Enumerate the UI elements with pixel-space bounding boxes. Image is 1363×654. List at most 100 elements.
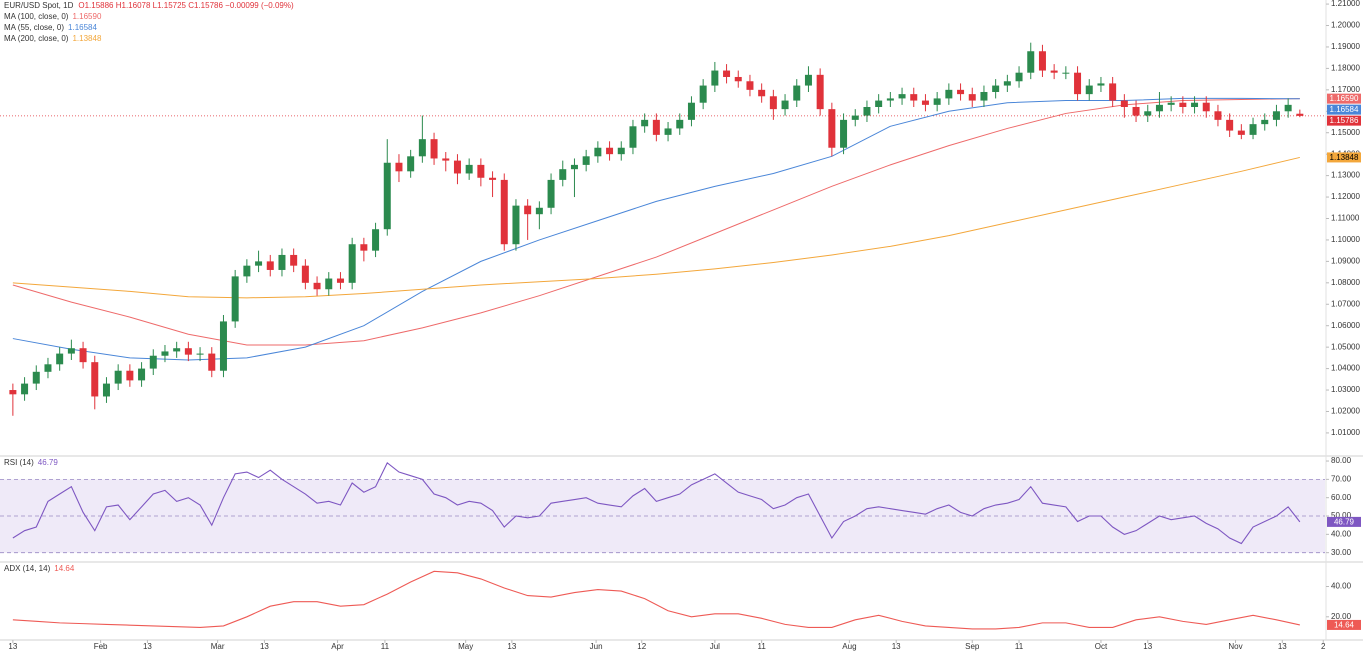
- indicator-title: ADX (14, 14): [4, 564, 51, 573]
- candle-body: [1050, 70, 1058, 73]
- candle-body: [1120, 100, 1128, 107]
- x-tick-label: 13: [892, 642, 901, 651]
- candle-body: [500, 179, 508, 245]
- candle-body: [1015, 72, 1023, 82]
- y-tick-label: 1.08000: [1331, 278, 1360, 287]
- candle-body: [1097, 83, 1105, 86]
- candle-body: [138, 368, 146, 381]
- candle-body: [1074, 72, 1082, 95]
- x-tick-label: Jun: [590, 642, 603, 651]
- candle-body: [465, 164, 473, 174]
- candle-body: [1202, 102, 1210, 112]
- indicator-value: 14.64: [54, 564, 75, 573]
- indicator-title: RSI (14): [4, 458, 34, 467]
- value-tag: 14.64: [1334, 621, 1355, 630]
- candle-body: [184, 348, 192, 355]
- candle-body: [219, 321, 227, 371]
- candle-body: [325, 278, 333, 290]
- y-tick-label: 1.07000: [1331, 299, 1360, 308]
- candle-body: [32, 371, 40, 384]
- candle-body: [313, 282, 321, 290]
- indicator-line: [12, 462, 1301, 545]
- candle-body: [723, 70, 731, 77]
- x-tick-label: 13: [143, 642, 152, 651]
- candle-body: [594, 147, 602, 157]
- candle-body: [102, 383, 110, 397]
- candle-body: [79, 348, 87, 363]
- y-tick-label: 1.12000: [1331, 192, 1360, 201]
- candle-body: [173, 348, 181, 352]
- candle-body: [512, 205, 520, 245]
- x-tick-label: 11: [381, 642, 390, 651]
- candle-body: [348, 244, 356, 283]
- candle-body: [851, 115, 859, 120]
- candle-body: [255, 261, 263, 266]
- candle-body: [711, 70, 719, 86]
- value-tag-box: [1327, 152, 1361, 163]
- candle-body: [1261, 119, 1269, 125]
- legend-label: MA (55, close, 0): [4, 23, 64, 32]
- legend-value: 1.16590: [72, 12, 101, 21]
- x-tick-label: 11: [1015, 642, 1024, 651]
- candle-body: [489, 177, 497, 180]
- indicator-value: 46.79: [38, 458, 59, 467]
- legend-value: 1.13848: [72, 34, 101, 43]
- candle-body: [781, 100, 789, 110]
- x-tick-label: Apr: [331, 642, 344, 651]
- y-tick-label: 1.06000: [1331, 321, 1360, 330]
- candle-body: [968, 94, 976, 101]
- y-tick-label: 40.00: [1331, 529, 1352, 538]
- candle-body: [372, 229, 380, 251]
- candle-body: [1237, 130, 1245, 135]
- legend-label: MA (200, close, 0): [4, 34, 69, 43]
- candle-body: [21, 383, 29, 395]
- candle-body: [430, 139, 438, 159]
- y-tick-label: 20.00: [1331, 612, 1352, 621]
- candle-body: [161, 351, 169, 356]
- candle-body: [875, 100, 883, 107]
- x-tick-label: 13: [8, 642, 17, 651]
- candle-body: [559, 169, 567, 180]
- candle-body: [1226, 119, 1234, 131]
- candle-body: [44, 364, 52, 372]
- candle-body: [126, 370, 134, 381]
- y-tick-label: 1.20000: [1331, 21, 1360, 30]
- y-tick-label: 1.21000: [1331, 0, 1360, 8]
- candle-body: [664, 128, 672, 135]
- candle-body: [1109, 83, 1117, 101]
- candle-body: [1179, 102, 1187, 107]
- x-tick-label: Sep: [965, 642, 980, 651]
- candle-body: [992, 85, 1000, 92]
- legend-value: 1.16584: [68, 23, 97, 32]
- candle-body: [769, 96, 777, 110]
- candle-body: [1191, 102, 1199, 107]
- candle-body: [734, 76, 742, 82]
- candle-body: [1038, 51, 1046, 71]
- candle-body: [699, 85, 707, 103]
- candle-body: [149, 355, 157, 369]
- candle-body: [524, 205, 532, 215]
- candle-body: [921, 100, 929, 105]
- y-tick-label: 30.00: [1331, 548, 1352, 557]
- x-tick-label: Feb: [94, 642, 108, 651]
- candle-body: [547, 179, 555, 208]
- x-tick-label: 11: [757, 642, 766, 651]
- y-tick-label: 1.19000: [1331, 42, 1360, 51]
- value-tag-box: [1327, 516, 1361, 527]
- y-tick-label: 70.00: [1331, 474, 1352, 483]
- candle-body: [863, 106, 871, 116]
- y-tick-label: 40.00: [1331, 582, 1352, 591]
- value-tag: 1.13848: [1330, 153, 1359, 162]
- candle-body: [746, 81, 754, 90]
- candle-body: [453, 160, 461, 174]
- candle-body: [898, 94, 906, 99]
- candle-body: [1249, 124, 1257, 135]
- moving-average-line: [12, 98, 1300, 346]
- candle-body: [114, 370, 122, 384]
- candle-body: [676, 119, 684, 129]
- y-tick-label: 1.18000: [1331, 64, 1360, 73]
- candle-body: [957, 89, 965, 95]
- candle-body: [828, 109, 836, 148]
